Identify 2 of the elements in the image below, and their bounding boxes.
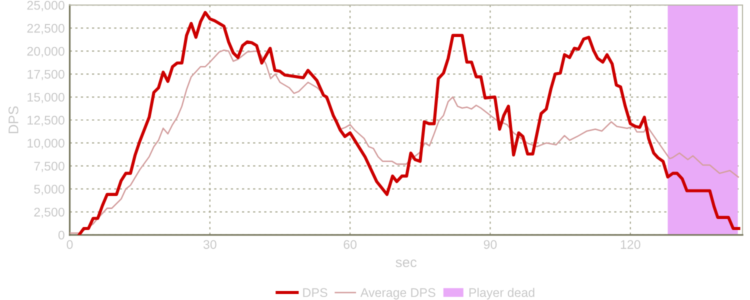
line-series <box>70 49 739 234</box>
line-series <box>78 10 740 235</box>
